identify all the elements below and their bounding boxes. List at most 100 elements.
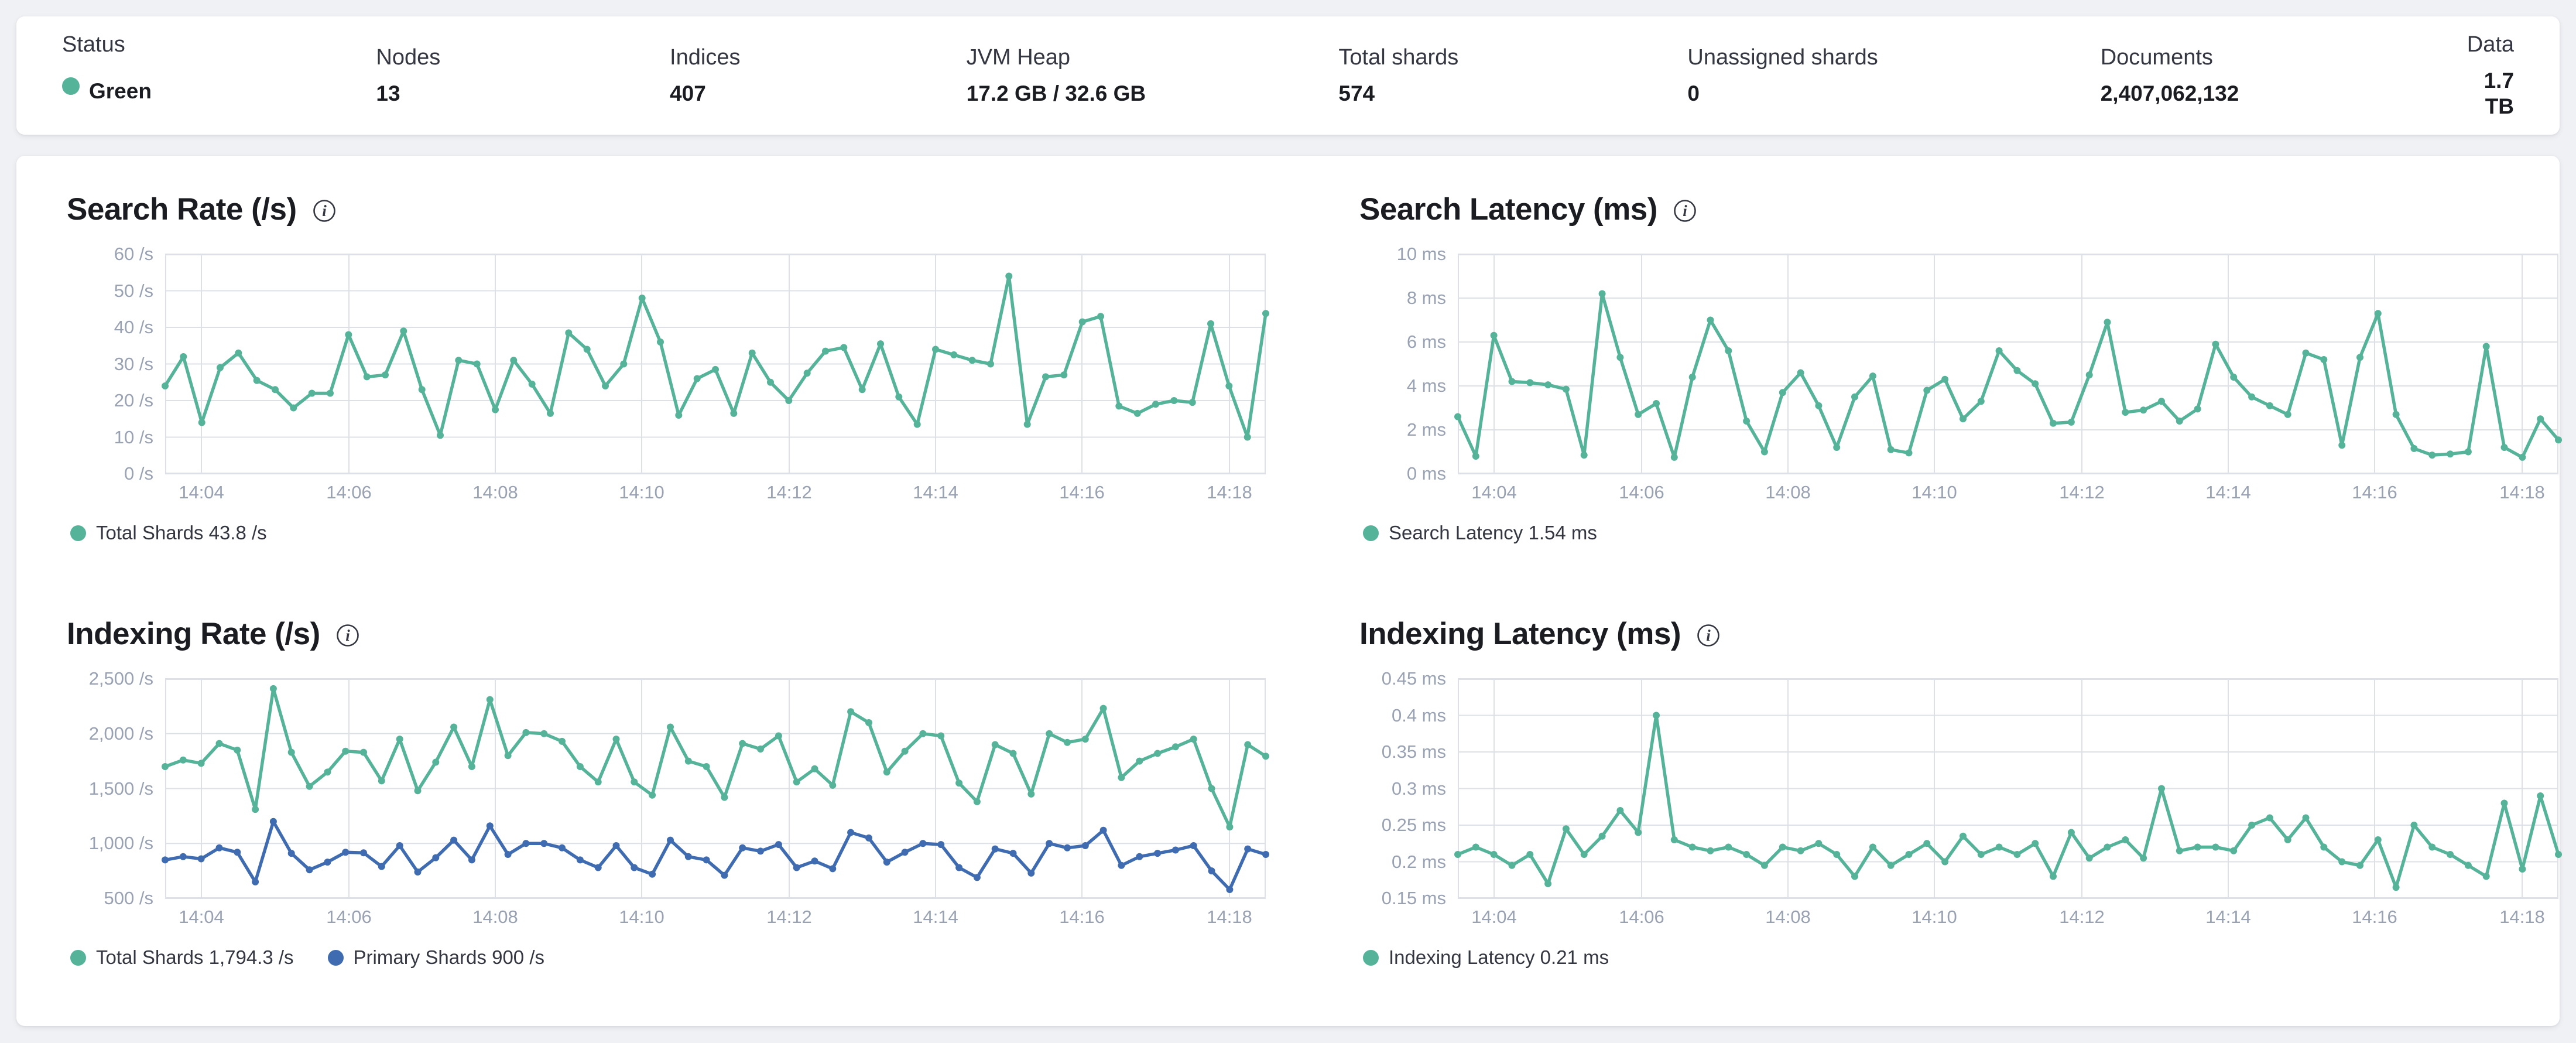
svg-text:i: i xyxy=(322,202,327,220)
chart-title: Indexing Rate (/s) xyxy=(67,616,320,651)
y-axis-tick: 50 /s xyxy=(114,280,153,301)
stat-value: 17.2 GB / 32.6 GB xyxy=(966,81,1146,105)
x-axis-tick: 14:16 xyxy=(1059,482,1105,502)
y-axis-tick: 10 /s xyxy=(114,426,153,447)
x-axis: 14:04 14:06 14:08 14:10 14:12 14:14 14:16 14:18 xyxy=(1458,898,2558,931)
x-axis-tick: 14:08 xyxy=(1765,907,1811,927)
chart-search-latency-ms-: Search Latency (ms) i 10 ms 8 ms 6 ms 4 ms 2… xyxy=(1359,190,2562,544)
x-axis-tick: 14:12 xyxy=(2059,482,2105,502)
svg-text:i: i xyxy=(345,627,350,644)
stat-nodes: Nodes 13 xyxy=(376,45,670,107)
legend-dot xyxy=(70,949,86,966)
x-axis-tick: 14:06 xyxy=(326,907,372,927)
x-axis-tick: 14:12 xyxy=(766,907,812,927)
stat-value: 2,407,062,132 xyxy=(2100,81,2239,105)
stat-value: 0 xyxy=(1687,81,1700,105)
x-axis-tick: 14:08 xyxy=(472,907,518,927)
y-axis-tick: 2 ms xyxy=(1406,419,1446,440)
y-axis-tick: 0.35 ms xyxy=(1381,741,1446,762)
info-icon[interactable]: i xyxy=(1673,199,1697,223)
chart-indexing-rate-s-: Indexing Rate (/s) i 2,500 /s 2,000 /s 1,5… xyxy=(67,614,1269,969)
stat-total-shards: Total shards 574 xyxy=(1338,45,1687,107)
y-axis-tick: 0.3 ms xyxy=(1391,778,1446,799)
plot-area[interactable] xyxy=(1454,254,2562,474)
x-axis-tick: 14:14 xyxy=(2205,482,2251,502)
x-axis-tick: 14:10 xyxy=(1912,482,1957,502)
x-axis-tick: 14:04 xyxy=(1471,907,1517,927)
x-axis-tick: 14:12 xyxy=(2059,907,2105,927)
legend-item-indexing-latency[interactable]: Indexing Latency 0.21 ms xyxy=(1363,946,1609,969)
x-axis-tick: 14:18 xyxy=(1207,482,1252,502)
info-icon[interactable]: i xyxy=(335,623,360,648)
stat-label: Unassigned shards xyxy=(1687,45,1878,70)
stat-value: 1.7 TB xyxy=(2483,69,2515,118)
y-axis-tick: 2,000 /s xyxy=(88,723,153,744)
x-axis-tick: 14:16 xyxy=(2352,907,2397,927)
x-axis-tick: 14:14 xyxy=(2205,907,2251,927)
stat-label: JVM Heap xyxy=(966,45,1071,70)
y-axis-tick: 8 ms xyxy=(1406,288,1446,308)
y-axis-tick: 0.4 ms xyxy=(1391,705,1446,726)
y-axis-tick: 0.25 ms xyxy=(1381,815,1446,835)
legend-item-total-shards[interactable]: Total Shards 43.8 /s xyxy=(70,522,267,544)
legend-item-primary-shards[interactable]: Primary Shards 900 /s xyxy=(327,946,545,969)
stat-jvm-heap: JVM Heap 17.2 GB / 32.6 GB xyxy=(967,45,1339,107)
y-axis-tick: 20 /s xyxy=(114,390,153,411)
chart-title: Search Latency (ms) xyxy=(1359,191,1657,227)
y-axis-tick: 0 ms xyxy=(1406,463,1446,484)
stat-label: Data xyxy=(2467,32,2515,57)
y-axis-tick: 2,500 /s xyxy=(88,668,153,689)
x-axis-tick: 14:10 xyxy=(619,482,664,502)
x-axis-tick: 14:14 xyxy=(913,482,958,502)
y-axis-tick: 60 /s xyxy=(114,244,153,264)
health-status-dot xyxy=(62,77,80,95)
x-axis-tick: 14:18 xyxy=(2499,907,2545,927)
x-axis-tick: 14:06 xyxy=(326,482,372,502)
x-axis-tick: 14:06 xyxy=(1619,907,1664,927)
y-axis: 0.45 ms 0.4 ms 0.35 ms 0.3 ms 0.25 ms 0.2 ms 0… xyxy=(1359,668,1458,908)
x-axis-tick: 14:12 xyxy=(766,482,812,502)
x-axis-tick: 14:14 xyxy=(913,907,958,927)
chart-grid: Search Rate (/s) i 60 /s 50 /s 40 /s 30 /s 2… xyxy=(67,190,2562,969)
x-axis-tick: 14:16 xyxy=(1059,907,1105,927)
x-axis-tick: 14:04 xyxy=(179,482,224,502)
svg-text:i: i xyxy=(1683,202,1687,220)
y-axis-tick: 40 /s xyxy=(114,317,153,337)
y-axis-tick: 0.2 ms xyxy=(1391,851,1446,872)
legend-label: Primary Shards 900 /s xyxy=(353,946,545,968)
info-icon[interactable]: i xyxy=(1696,623,1721,648)
stat-label: Total shards xyxy=(1338,45,1459,70)
y-axis-tick: 500 /s xyxy=(104,888,153,908)
info-icon[interactable]: i xyxy=(312,199,337,223)
legend-item-search-latency[interactable]: Search Latency 1.54 ms xyxy=(1363,522,1597,544)
legend-dot xyxy=(70,525,86,541)
y-axis-tick: 0.15 ms xyxy=(1381,888,1446,908)
x-axis-tick: 14:06 xyxy=(1619,482,1664,502)
x-axis-tick: 14:10 xyxy=(619,907,664,927)
plot-area[interactable] xyxy=(162,254,1269,474)
plot-area[interactable] xyxy=(162,678,1269,899)
y-axis: 2,500 /s 2,000 /s 1,500 /s 1,000 /s 500 /s xyxy=(67,668,165,908)
stat-value: 13 xyxy=(376,81,400,105)
legend-dot xyxy=(1363,525,1379,541)
y-axis-tick: 10 ms xyxy=(1396,244,1446,264)
cluster-overview-bar: Status Green Nodes 13 Indices 407 JVM Heap 17… xyxy=(16,16,2560,135)
legend-label: Search Latency 1.54 ms xyxy=(1389,522,1597,543)
stat-label: Status xyxy=(62,32,125,57)
y-axis: 10 ms 8 ms 6 ms 4 ms 2 ms 0 ms xyxy=(1359,244,1458,484)
plot-area[interactable] xyxy=(1454,678,2562,899)
y-axis-tick: 0.45 ms xyxy=(1381,668,1446,689)
x-axis: 14:04 14:06 14:08 14:10 14:12 14:14 14:16 14:18 xyxy=(165,898,1266,931)
y-axis-tick: 1,500 /s xyxy=(88,778,153,799)
legend-item-total-shards[interactable]: Total Shards 1,794.3 /s xyxy=(70,946,294,969)
stat-label: Indices xyxy=(670,45,741,70)
stat-value: 407 xyxy=(670,81,706,105)
stat-value: Green xyxy=(89,79,152,103)
chart-search-rate-s-: Search Rate (/s) i 60 /s 50 /s 40 /s 30 /s 2… xyxy=(67,190,1269,544)
x-axis-tick: 14:04 xyxy=(1471,482,1517,502)
legend-dot xyxy=(327,949,344,966)
y-axis-tick: 1,000 /s xyxy=(88,833,153,854)
legend-label: Total Shards 1,794.3 /s xyxy=(96,946,294,968)
chart-legend: Search Latency 1.54 ms xyxy=(1363,522,2558,544)
